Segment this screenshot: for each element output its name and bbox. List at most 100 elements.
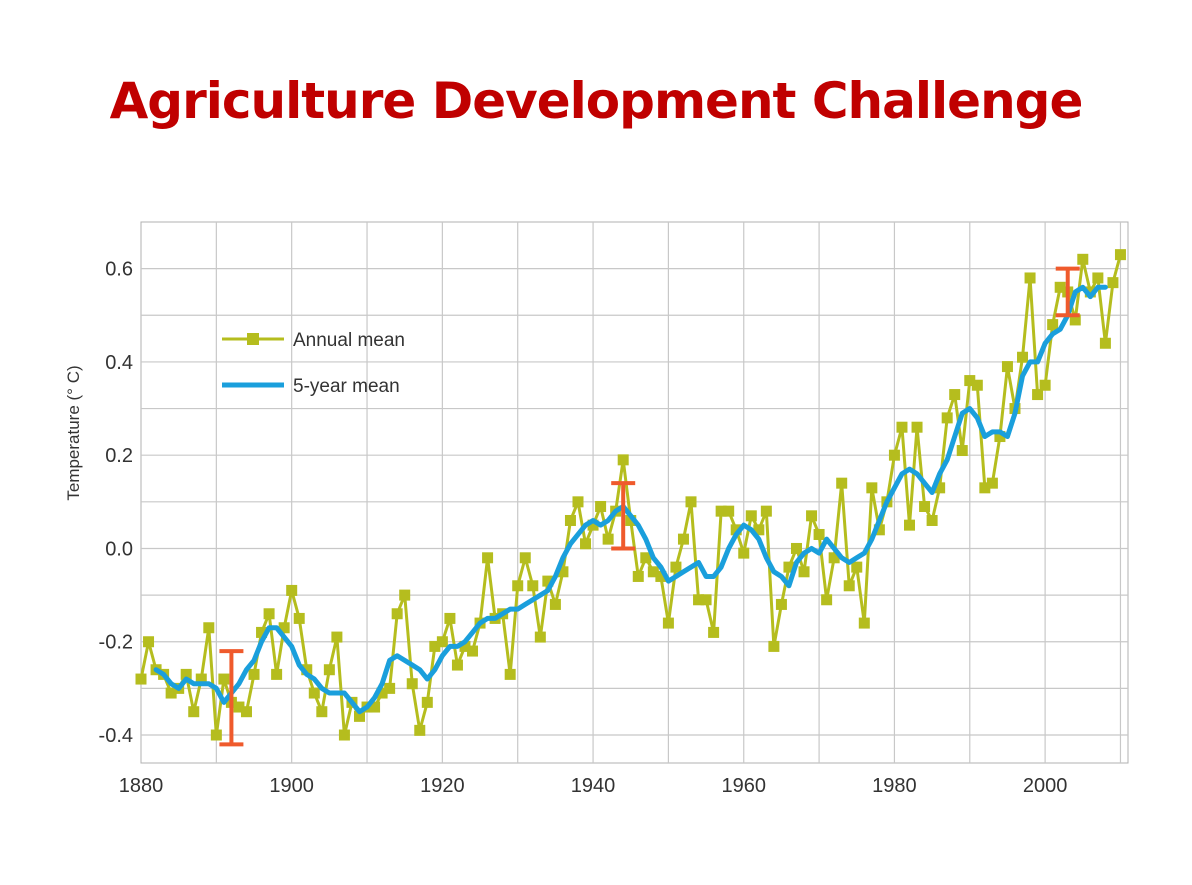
annual-mean-point bbox=[783, 561, 795, 573]
annual-mean-point bbox=[1054, 281, 1066, 293]
annual-mean-point bbox=[316, 706, 328, 718]
annual-mean-point bbox=[964, 375, 976, 387]
annual-mean-point bbox=[745, 510, 757, 522]
annual-mean-point bbox=[399, 589, 411, 601]
y-axis-label: Temperature (° C) bbox=[64, 365, 83, 500]
series-5-year-mean bbox=[153, 284, 1108, 715]
annual-mean-point bbox=[956, 445, 968, 457]
annual-mean-point bbox=[655, 570, 667, 582]
annual-mean-point bbox=[632, 570, 644, 582]
annual-mean-point bbox=[700, 594, 712, 606]
annual-mean-point bbox=[693, 594, 705, 606]
annual-mean-point bbox=[873, 524, 885, 536]
annual-mean-point bbox=[595, 500, 607, 512]
annual-mean-point bbox=[384, 682, 396, 694]
annual-mean-point bbox=[406, 678, 418, 690]
annual-mean-point bbox=[647, 566, 659, 578]
annual-mean-point bbox=[353, 710, 365, 722]
annual-mean-point bbox=[934, 482, 946, 494]
annual-mean-point bbox=[866, 482, 878, 494]
annual-mean-point bbox=[617, 454, 629, 466]
annual-mean-point bbox=[278, 622, 290, 634]
annual-mean-point bbox=[677, 533, 689, 545]
annual-mean-point bbox=[331, 631, 343, 643]
annual-mean-point bbox=[896, 421, 908, 433]
annual-mean-point bbox=[240, 706, 252, 718]
annual-mean-point bbox=[143, 636, 155, 648]
annual-mean-point bbox=[1092, 272, 1104, 284]
annual-mean-point bbox=[730, 524, 742, 536]
annual-mean-point bbox=[821, 594, 833, 606]
annual-mean-point bbox=[941, 412, 953, 424]
x-tick-label: 1900 bbox=[269, 775, 314, 797]
annual-mean-point bbox=[587, 519, 599, 531]
x-axis-tick-labels: 1880 1900 1920 1940 1960 1980 2000 bbox=[119, 775, 1068, 797]
error-bar bbox=[611, 481, 636, 551]
annual-mean-point bbox=[843, 580, 855, 592]
annual-mean-point bbox=[414, 724, 426, 736]
legend-item-annual-mean: Annual mean bbox=[222, 330, 405, 351]
five-year-mean-line bbox=[153, 284, 1108, 715]
annual-mean-point bbox=[851, 561, 863, 573]
annual-mean-point bbox=[1024, 272, 1036, 284]
annual-mean-point bbox=[534, 631, 546, 643]
annual-mean-point bbox=[519, 552, 531, 564]
annual-mean-point bbox=[926, 514, 938, 526]
annual-mean-point bbox=[798, 566, 810, 578]
annual-mean-point bbox=[836, 477, 848, 489]
annual-mean-point bbox=[444, 612, 456, 624]
annual-mean-point bbox=[1017, 351, 1029, 363]
annual-mean-point bbox=[911, 421, 923, 433]
annual-mean-point bbox=[376, 687, 388, 699]
legend-marker-annual-mean bbox=[247, 333, 259, 345]
annual-mean-point bbox=[482, 552, 494, 564]
annual-mean-point bbox=[391, 608, 403, 620]
annual-mean-point bbox=[640, 552, 652, 564]
x-tick-label: 1960 bbox=[721, 775, 766, 797]
annual-mean-point bbox=[1084, 286, 1096, 298]
x-tick-label: 1980 bbox=[872, 775, 917, 797]
error-bar bbox=[219, 649, 244, 747]
annual-mean-point bbox=[971, 379, 983, 391]
annual-mean-point bbox=[904, 519, 916, 531]
annual-mean-point bbox=[723, 505, 735, 517]
annual-mean-point bbox=[979, 482, 991, 494]
annual-mean-point bbox=[549, 598, 561, 610]
x-tick-label: 1940 bbox=[571, 775, 616, 797]
annual-mean-point bbox=[323, 664, 335, 676]
annual-mean-point bbox=[1047, 319, 1059, 331]
annual-mean-point bbox=[286, 584, 298, 596]
annual-mean-point bbox=[1069, 314, 1081, 326]
x-tick-label: 2000 bbox=[1023, 775, 1068, 797]
annual-mean-point bbox=[564, 514, 576, 526]
annual-mean-point bbox=[542, 575, 554, 587]
annual-mean-point bbox=[263, 608, 275, 620]
annual-mean-point bbox=[828, 552, 840, 564]
annual-mean-point bbox=[753, 524, 765, 536]
annual-mean-point bbox=[986, 477, 998, 489]
annual-mean-point bbox=[135, 673, 147, 685]
x-tick-label: 1880 bbox=[119, 775, 164, 797]
annual-mean-point bbox=[467, 645, 479, 657]
annual-mean-point bbox=[451, 659, 463, 671]
y-tick-label: 0.4 bbox=[105, 352, 133, 374]
annual-mean-point bbox=[248, 668, 260, 680]
annual-mean-point bbox=[806, 510, 818, 522]
annual-mean-point bbox=[708, 626, 720, 638]
annual-mean-point bbox=[1001, 361, 1013, 373]
annual-mean-point bbox=[203, 622, 215, 634]
annual-mean-point bbox=[768, 640, 780, 652]
legend-item-5-year-mean: 5-year mean bbox=[222, 376, 400, 397]
error-bars bbox=[219, 266, 1080, 747]
x-tick-label: 1920 bbox=[420, 775, 465, 797]
annual-mean-point bbox=[436, 636, 448, 648]
annual-mean-point bbox=[293, 612, 305, 624]
y-tick-label: -0.4 bbox=[99, 725, 133, 747]
slide-title: Agriculture Development Challenge bbox=[109, 72, 1084, 130]
annual-mean-point bbox=[760, 505, 772, 517]
annual-mean-point bbox=[195, 673, 207, 685]
annual-mean-point bbox=[949, 389, 961, 401]
annual-mean-point bbox=[557, 566, 569, 578]
annual-mean-point bbox=[858, 617, 870, 629]
